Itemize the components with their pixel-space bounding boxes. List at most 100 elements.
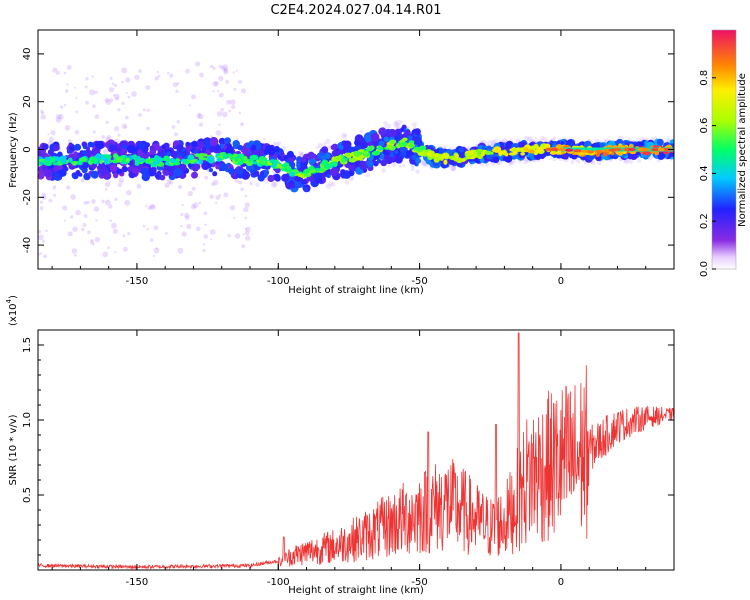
heatmap-cell xyxy=(103,149,109,155)
heatmap-cell xyxy=(637,158,642,163)
heatmap-cell xyxy=(286,150,294,159)
heatmap-cell xyxy=(173,167,183,177)
heatmap-cell xyxy=(80,156,86,163)
heatmap-cell xyxy=(315,168,321,172)
heatmap-cell xyxy=(245,235,251,241)
heatmap-cell xyxy=(176,82,180,85)
heatmap-cell xyxy=(413,128,421,136)
heatmap-cell xyxy=(40,111,45,115)
heatmap-cell xyxy=(389,139,397,145)
heatmap-cell xyxy=(134,161,140,166)
heatmap-cell xyxy=(391,158,396,163)
heatmap-cell xyxy=(113,94,116,97)
heatmap-cell xyxy=(408,143,416,148)
heatmap-cell xyxy=(477,145,482,150)
heatmap-cell xyxy=(195,148,200,153)
heatmap-cell xyxy=(298,151,304,157)
heatmap-cell xyxy=(215,130,222,136)
heatmap-cell xyxy=(373,160,379,167)
heatmap-cell xyxy=(300,151,305,157)
heatmap-cell xyxy=(42,166,47,171)
heatmap-cell xyxy=(381,168,386,173)
heatmap-cell xyxy=(357,136,365,144)
heatmap-cell xyxy=(371,151,380,156)
heatmap-cell xyxy=(196,114,201,119)
heatmap-cell xyxy=(92,243,95,246)
heatmap-cell xyxy=(101,199,105,204)
heatmap-cell xyxy=(469,150,475,155)
heatmap-cell xyxy=(513,140,516,143)
heatmap-cell xyxy=(408,140,415,144)
heatmap-cell xyxy=(145,205,148,208)
heatmap-cell xyxy=(209,238,212,241)
heatmap-cell xyxy=(338,145,344,150)
heatmap-cell xyxy=(89,89,96,96)
heatmap-cell xyxy=(90,240,95,245)
heatmap-cell xyxy=(578,161,581,164)
heatmap-cell xyxy=(104,188,108,191)
heatmap-cell xyxy=(244,230,250,236)
heatmap-cell xyxy=(308,191,311,194)
heatmap-cell xyxy=(234,233,241,239)
heatmap-cell xyxy=(220,65,226,71)
heatmap-cell xyxy=(520,152,526,156)
snr-y-tick-label: 0.5 xyxy=(22,487,33,503)
heatmap-cell xyxy=(458,147,464,153)
heatmap-cell xyxy=(63,219,66,222)
heatmap-cell xyxy=(203,138,211,145)
spectrogram-heatmap xyxy=(38,61,674,259)
heatmap-cell xyxy=(493,138,499,144)
heatmap-cell xyxy=(433,156,439,162)
heatmap-cell xyxy=(127,95,131,99)
heatmap-cell xyxy=(228,167,236,175)
heatmap-cell xyxy=(513,150,518,155)
heatmap-cell xyxy=(41,192,47,198)
snr-x-axis-label: Height of straight line (km) xyxy=(288,585,424,596)
heatmap-cell xyxy=(94,114,100,119)
heatmap-cell xyxy=(202,249,206,253)
heatmap-cell xyxy=(192,202,199,209)
heatmap-cell xyxy=(324,163,332,170)
heatmap-cell xyxy=(591,160,596,165)
heatmap-cell xyxy=(441,152,450,159)
heatmap-cell xyxy=(38,151,42,156)
heatmap-cell xyxy=(395,143,401,149)
spectrogram-x-tick-label: 0 xyxy=(558,276,564,287)
heatmap-cell xyxy=(164,182,170,188)
heatmap-cell xyxy=(365,172,370,178)
heatmap-cell xyxy=(141,172,150,182)
heatmap-cell xyxy=(394,122,401,128)
heatmap-cell xyxy=(411,155,416,160)
heatmap-cell xyxy=(131,166,139,174)
heatmap-cell xyxy=(117,133,121,137)
heatmap-cell xyxy=(276,141,282,146)
heatmap-cell xyxy=(175,89,179,93)
heatmap-cell xyxy=(562,144,570,148)
heatmap-cell xyxy=(492,156,500,164)
heatmap-cell xyxy=(484,150,492,155)
heatmap-cell xyxy=(122,234,126,238)
heatmap-cell xyxy=(481,163,485,167)
heatmap-cell xyxy=(82,223,87,227)
heatmap-cell xyxy=(216,157,222,162)
heatmap-cell xyxy=(138,69,143,74)
heatmap-cell xyxy=(185,68,191,74)
heatmap-cell xyxy=(209,146,216,153)
heatmap-cell xyxy=(630,152,638,160)
heatmap-cell xyxy=(245,226,251,232)
heatmap-cell xyxy=(232,153,238,158)
heatmap-cell xyxy=(168,180,173,185)
heatmap-cell xyxy=(553,136,557,140)
heatmap-cell xyxy=(536,146,544,153)
colorbar: 0.0 0.2 0.4 0.6 0.8 Normalized spectral ampl… xyxy=(699,29,748,277)
heatmap-cell xyxy=(125,157,130,163)
heatmap-cell xyxy=(512,160,516,163)
heatmap-cell xyxy=(218,123,221,126)
heatmap-cell xyxy=(198,159,203,165)
heatmap-cell xyxy=(433,153,441,158)
heatmap-cell xyxy=(613,147,622,152)
heatmap-cell xyxy=(203,234,209,239)
heatmap-cell xyxy=(485,162,489,167)
spectrogram-y-tick-label: 40 xyxy=(22,48,33,61)
heatmap-cell xyxy=(67,231,73,237)
